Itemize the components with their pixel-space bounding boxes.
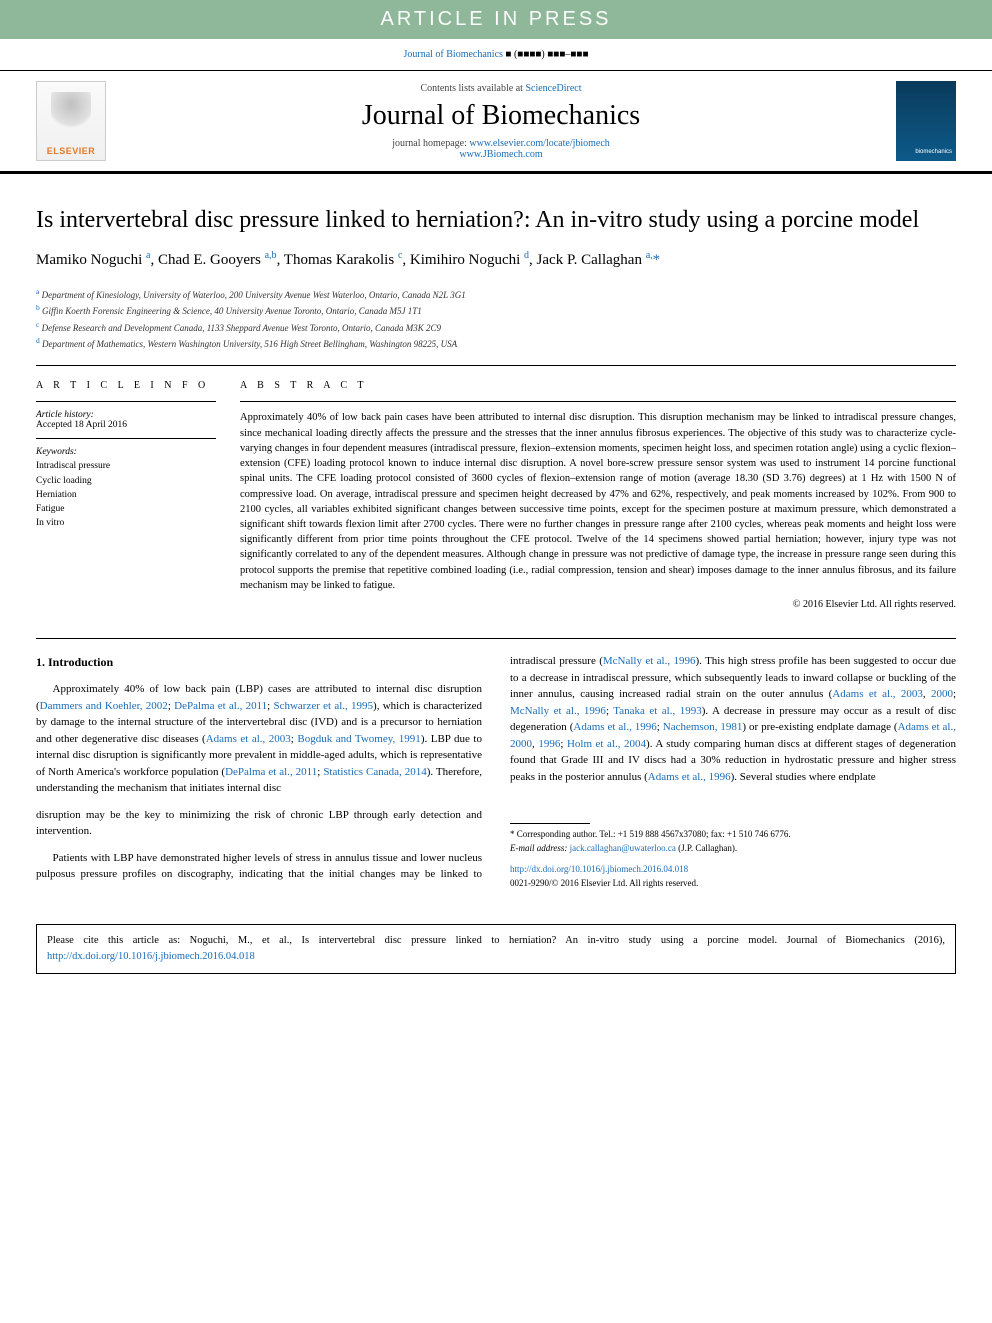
section-heading-intro: 1. Introduction bbox=[36, 653, 482, 671]
abstract-text: Approximately 40% of low back pain cases… bbox=[240, 410, 956, 593]
contents-prefix: Contents lists available at bbox=[420, 83, 525, 94]
citation-doi-link[interactable]: http://dx.doi.org/10.1016/j.jbiomech.201… bbox=[47, 951, 255, 962]
homepage-label: journal homepage: bbox=[392, 138, 469, 149]
affiliation-item: d Department of Mathematics, Western Was… bbox=[36, 335, 956, 351]
journal-homepage-line: journal homepage: www.elsevier.com/locat… bbox=[122, 138, 880, 160]
keywords-label: Keywords: bbox=[36, 447, 216, 457]
keyword-item: Fatigue bbox=[36, 502, 216, 516]
email-suffix: (J.P. Callaghan). bbox=[676, 843, 737, 853]
journal-name: Journal of Biomechanics bbox=[122, 100, 880, 132]
article-info-heading: A R T I C L E I N F O bbox=[36, 380, 216, 391]
email-link[interactable]: jack.callaghan@uwaterloo.ca bbox=[570, 843, 676, 853]
citation-text: Please cite this article as: Noguchi, M.… bbox=[47, 935, 945, 946]
keywords-list: Intradiscal pressureCyclic loadingHernia… bbox=[36, 459, 216, 530]
article-info-column: A R T I C L E I N F O Article history: A… bbox=[36, 380, 216, 610]
journal-cover-thumbnail[interactable] bbox=[896, 81, 956, 161]
doi-link[interactable]: http://dx.doi.org/10.1016/j.jbiomech.201… bbox=[510, 864, 688, 874]
masthead-center: Contents lists available at ScienceDirec… bbox=[122, 83, 880, 160]
affiliation-item: b Giffin Koerth Forensic Engineering & S… bbox=[36, 302, 956, 318]
journal-ref-placeholder: ■ (■■■■) ■■■–■■■ bbox=[505, 49, 588, 60]
sciencedirect-link[interactable]: ScienceDirect bbox=[525, 83, 581, 94]
accepted-date: Accepted 18 April 2016 bbox=[36, 420, 216, 430]
abstract-column: A B S T R A C T Approximately 40% of low… bbox=[240, 380, 956, 610]
journal-reference-line: Journal of Biomechanics ■ (■■■■) ■■■–■■■ bbox=[0, 39, 992, 70]
section-divider bbox=[36, 638, 956, 639]
issn-line: 0021-9290/© 2016 Elsevier Ltd. All right… bbox=[510, 877, 956, 891]
article-in-press-banner: ARTICLE IN PRESS bbox=[0, 0, 992, 39]
abstract-copyright: © 2016 Elsevier Ltd. All rights reserved… bbox=[240, 599, 956, 610]
author-list: Mamiko Noguchi a, Chad E. Gooyers a,b, T… bbox=[36, 248, 956, 272]
abstract-heading: A B S T R A C T bbox=[240, 380, 956, 391]
keyword-item: Cyclic loading bbox=[36, 474, 216, 488]
article-history-label: Article history: bbox=[36, 410, 216, 420]
contents-line: Contents lists available at ScienceDirec… bbox=[122, 83, 880, 94]
homepage-link-2[interactable]: www.JBiomech.com bbox=[459, 149, 542, 160]
corresponding-author-note: * Corresponding author. Tel.: +1 519 888… bbox=[510, 828, 956, 842]
affiliation-list: a Department of Kinesiology, University … bbox=[36, 286, 956, 352]
section-divider bbox=[36, 365, 956, 366]
keyword-item: In vitro bbox=[36, 516, 216, 530]
body-paragraph: Approximately 40% of low back pain (LBP)… bbox=[36, 681, 482, 797]
journal-masthead: ELSEVIER Contents lists available at Sci… bbox=[0, 70, 992, 174]
keyword-item: Intradiscal pressure bbox=[36, 459, 216, 473]
affiliation-item: c Defense Research and Development Canad… bbox=[36, 319, 956, 335]
elsevier-tree-icon bbox=[51, 92, 91, 132]
article-body: 1. Introduction Approximately 40% of low… bbox=[36, 653, 956, 890]
email-label: E-mail address: bbox=[510, 843, 570, 853]
article-title: Is intervertebral disc pressure linked t… bbox=[36, 204, 956, 236]
affiliation-item: a Department of Kinesiology, University … bbox=[36, 286, 956, 302]
elsevier-brand-text: ELSEVIER bbox=[47, 146, 96, 156]
keyword-item: Herniation bbox=[36, 488, 216, 502]
journal-ref-link[interactable]: Journal of Biomechanics bbox=[403, 49, 502, 60]
elsevier-logo[interactable]: ELSEVIER bbox=[36, 81, 106, 161]
citation-box: Please cite this article as: Noguchi, M.… bbox=[36, 924, 956, 974]
homepage-link-1[interactable]: www.elsevier.com/locate/jbiomech bbox=[469, 138, 609, 149]
body-paragraph: disruption may be the key to minimizing … bbox=[36, 807, 482, 840]
footer-info: * Corresponding author. Tel.: +1 519 888… bbox=[510, 815, 956, 890]
